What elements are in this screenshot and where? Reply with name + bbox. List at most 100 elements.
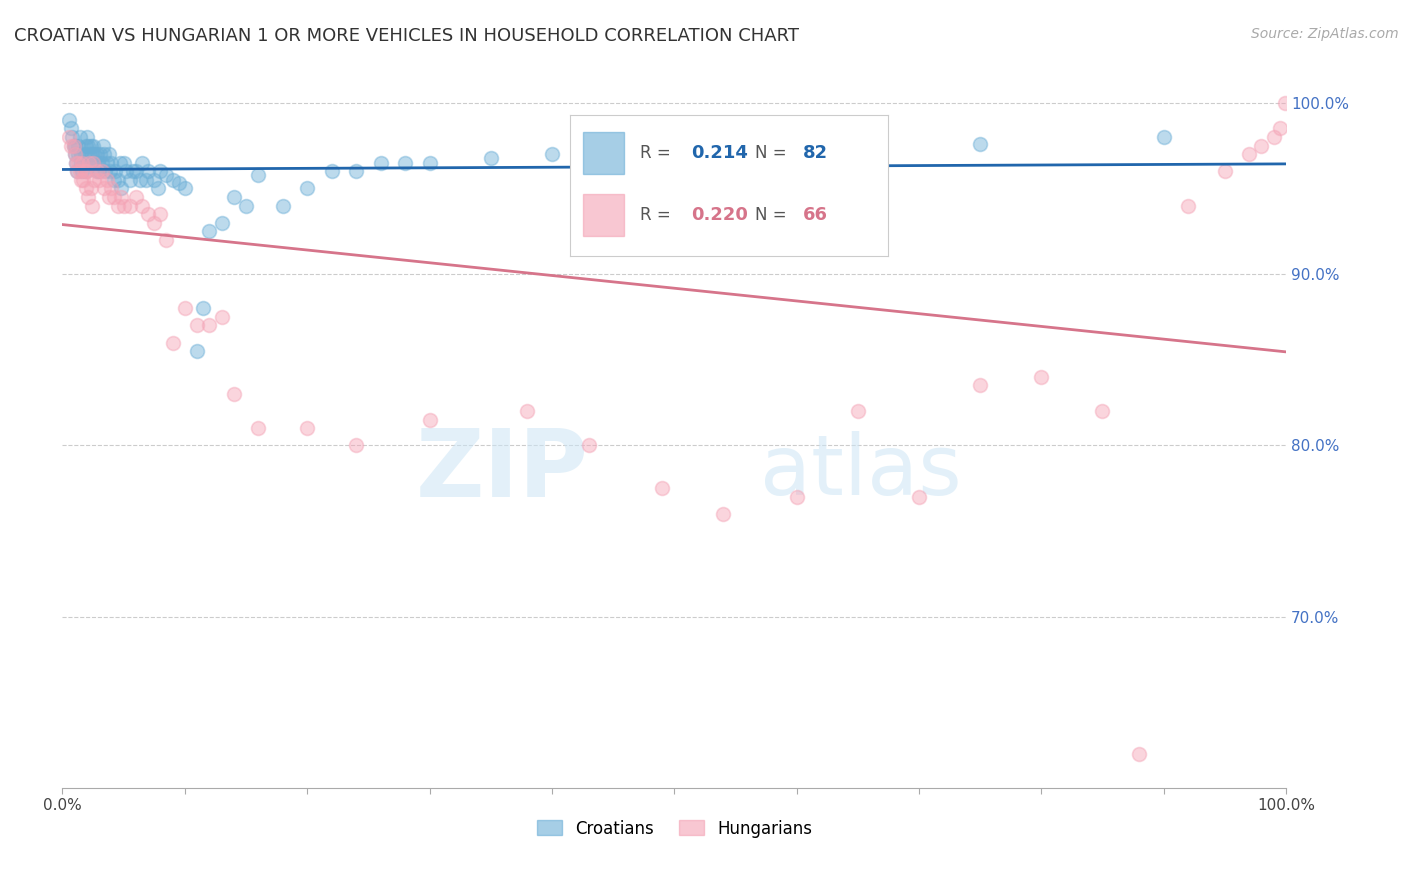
Point <box>149 207 172 221</box>
Point <box>80 147 103 161</box>
Point <box>65 155 87 169</box>
Point <box>70 173 93 187</box>
Point <box>846 404 869 418</box>
Point <box>84 155 107 169</box>
Point <box>89 173 111 187</box>
Point <box>82 138 104 153</box>
Point <box>76 130 98 145</box>
Point <box>103 173 125 187</box>
Point <box>83 147 105 161</box>
Point <box>1263 130 1285 145</box>
Point <box>122 164 145 178</box>
Point <box>1268 121 1291 136</box>
Point <box>143 173 166 187</box>
Point <box>103 190 125 204</box>
Point <box>131 155 153 169</box>
Point <box>107 198 129 212</box>
Point <box>786 490 808 504</box>
Point <box>115 164 138 178</box>
Point <box>786 140 808 154</box>
Point <box>516 404 538 418</box>
Point <box>247 421 270 435</box>
Point <box>235 198 257 212</box>
Point <box>651 481 673 495</box>
Point <box>67 155 90 169</box>
Point <box>62 138 84 153</box>
Point <box>186 318 208 333</box>
Point <box>128 173 150 187</box>
Point <box>66 164 89 178</box>
Point <box>58 130 80 145</box>
Point <box>98 147 121 161</box>
Point <box>104 164 127 178</box>
Point <box>73 147 96 161</box>
Point <box>62 138 84 153</box>
Point <box>162 173 184 187</box>
Point <box>173 301 195 316</box>
Point <box>1177 198 1199 212</box>
Point <box>63 147 86 161</box>
Legend: Croatians, Hungarians: Croatians, Hungarians <box>530 813 818 844</box>
Point <box>110 190 132 204</box>
Point <box>86 164 108 178</box>
Point <box>70 164 93 178</box>
Point <box>108 155 131 169</box>
Point <box>90 155 112 169</box>
Point <box>419 412 441 426</box>
Point <box>162 335 184 350</box>
Point <box>1128 747 1150 761</box>
Point <box>295 421 318 435</box>
Point <box>135 173 157 187</box>
Point <box>86 164 108 178</box>
Point <box>60 138 83 153</box>
Point <box>370 155 392 169</box>
Point <box>118 173 141 187</box>
Point <box>77 190 100 204</box>
Point <box>211 216 233 230</box>
Point <box>69 164 91 178</box>
Point <box>82 155 104 169</box>
Point <box>72 155 94 169</box>
Point <box>77 138 100 153</box>
Point <box>110 181 132 195</box>
Point <box>1250 138 1272 153</box>
Text: ZIP: ZIP <box>416 425 589 517</box>
Point <box>271 198 294 212</box>
Point <box>198 318 221 333</box>
Point <box>118 198 141 212</box>
Point <box>131 198 153 212</box>
Point <box>98 164 121 178</box>
Point <box>578 438 600 452</box>
Point <box>79 155 101 169</box>
Point <box>211 310 233 324</box>
Point <box>63 138 86 153</box>
Point <box>344 438 367 452</box>
Point <box>344 164 367 178</box>
Point <box>93 181 115 195</box>
Point <box>222 190 245 204</box>
Point <box>79 155 101 169</box>
Point <box>479 151 502 165</box>
Point <box>167 176 190 190</box>
Point <box>155 233 177 247</box>
Point <box>664 144 686 158</box>
Point <box>82 155 104 169</box>
Point <box>69 130 91 145</box>
Point <box>80 198 103 212</box>
Point <box>98 190 121 204</box>
Point <box>969 378 991 392</box>
Point <box>90 164 112 178</box>
Point <box>247 168 270 182</box>
Point <box>76 164 98 178</box>
Point <box>908 490 931 504</box>
Point <box>89 147 111 161</box>
Point <box>94 164 117 178</box>
Point <box>79 181 101 195</box>
Point <box>79 147 101 161</box>
Point <box>67 147 90 161</box>
Point <box>96 155 118 169</box>
Point <box>136 207 159 221</box>
Point <box>60 121 83 136</box>
Point <box>73 164 96 178</box>
Point <box>107 173 129 187</box>
